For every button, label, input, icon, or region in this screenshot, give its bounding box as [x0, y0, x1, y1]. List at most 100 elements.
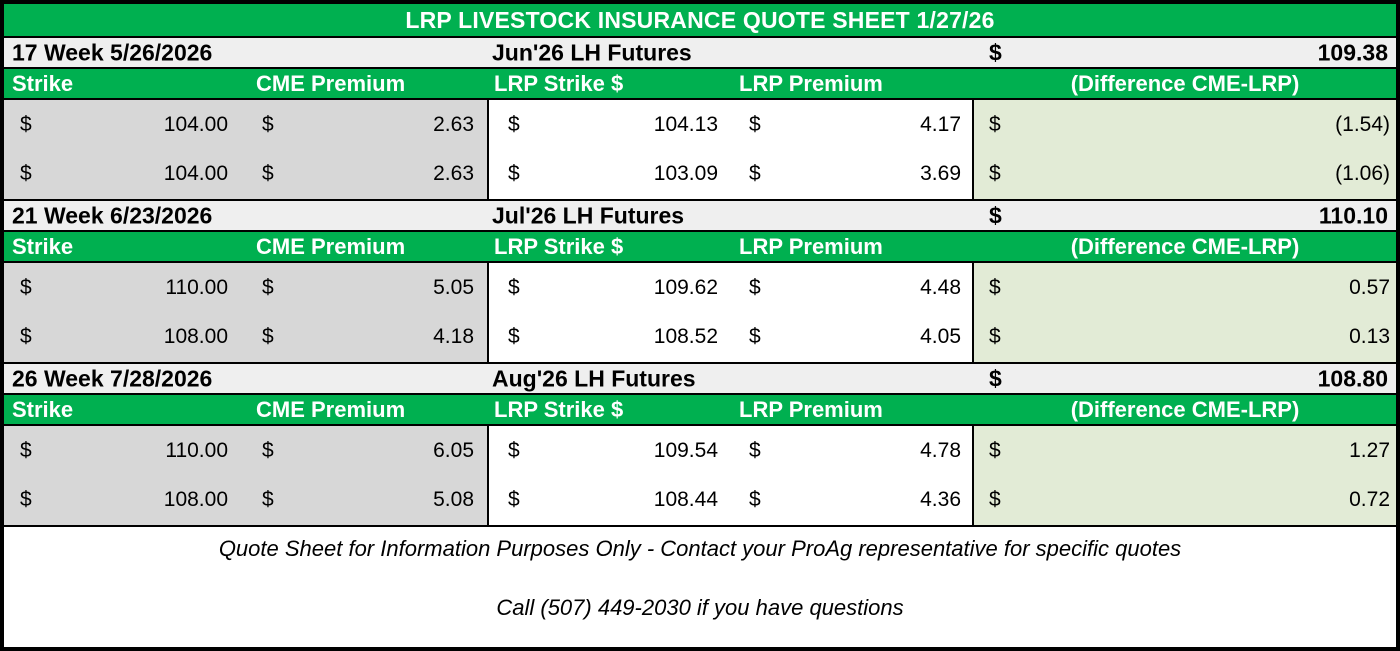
lrp-strike-cell: $104.13: [489, 100, 734, 150]
column-header-strike: Strike: [12, 233, 74, 259]
column-header-difference: (Difference CME-LRP): [1070, 70, 1300, 96]
dollar-sign: $: [20, 275, 32, 299]
dollar-sign: $: [508, 438, 520, 462]
column-header-cme-premium: CME Premium: [256, 70, 406, 96]
strike-value: 108.00: [163, 488, 228, 512]
strike-cell: $110.00: [4, 263, 248, 313]
lrp-strike-cell: $109.54: [489, 426, 734, 476]
lrp-strike-value: 109.54: [653, 438, 718, 462]
difference-block: $0.57 $0.13: [974, 263, 1396, 362]
table-row: $110.00 $6.05: [4, 426, 487, 476]
dollar-sign: $: [989, 438, 1001, 462]
table-row: $1.27: [974, 426, 1396, 476]
dollar-sign: $: [262, 112, 274, 136]
difference-cell: $ (1.54): [974, 100, 1396, 150]
dollar-sign: $: [20, 112, 32, 136]
column-divider: [972, 426, 974, 525]
futures-price: 108.80: [1317, 365, 1388, 391]
dollar-sign: $: [508, 275, 520, 299]
cme-block: $110.00 $5.05 $108.00 $4.18: [4, 263, 487, 362]
cme-premium-cell: $2.63: [248, 150, 487, 200]
column-header-strike: Strike: [12, 396, 74, 422]
week-label: 17 Week 5/26/2026: [12, 39, 213, 65]
dollar-sign: $: [20, 162, 32, 186]
column-header-cme-premium: CME Premium: [256, 396, 406, 422]
cme-premium-cell: $5.08: [248, 476, 487, 526]
difference-block: $ (1.54) $ (1.06): [974, 100, 1396, 199]
cme-premium-value: 2.63: [433, 162, 474, 186]
column-header-cme-premium: CME Premium: [256, 233, 406, 259]
difference-value: 1.27: [1349, 438, 1390, 462]
difference-value: (1.06): [1335, 162, 1390, 186]
difference-block: $1.27 $0.72: [974, 426, 1396, 525]
lrp-premium-cell: $4.48: [734, 263, 972, 313]
lrp-block: $109.54 $4.78 $108.44 $4.36: [489, 426, 972, 525]
data-block-2: $110.00 $5.05 $108.00 $4.18 $109.62 $4.4…: [4, 263, 1396, 364]
footer: Quote Sheet for Information Purposes Onl…: [4, 527, 1396, 647]
difference-cell: $1.27: [974, 426, 1396, 476]
cme-premium-cell: $4.18: [248, 313, 487, 363]
lrp-premium-cell: $4.36: [734, 476, 972, 526]
table-row: $103.09 $3.69: [489, 150, 972, 200]
data-block-1: $104.00 $2.63 $104.00 $2.63 $104.13 $4.1…: [4, 100, 1396, 201]
cme-premium-cell: $2.63: [248, 100, 487, 150]
lrp-strike-cell: $108.44: [489, 476, 734, 526]
column-header-difference: (Difference CME-LRP): [1070, 396, 1300, 422]
difference-cell: $0.13: [974, 313, 1396, 363]
lrp-premium-value: 4.05: [920, 325, 961, 349]
column-divider: [487, 426, 489, 525]
futures-price: 110.10: [1318, 202, 1388, 228]
table-row: $108.44 $4.36: [489, 476, 972, 526]
dollar-sign: $: [749, 162, 761, 186]
lrp-strike-cell: $103.09: [489, 150, 734, 200]
lrp-premium-value: 4.17: [920, 112, 961, 136]
column-header-lrp-premium: LRP Premium: [739, 233, 883, 259]
table-row: $0.13: [974, 313, 1396, 363]
dollar-sign: $: [20, 488, 32, 512]
cme-premium-value: 6.05: [433, 438, 474, 462]
table-row: $104.00 $2.63: [4, 150, 487, 200]
dollar-sign: $: [262, 275, 274, 299]
table-row: $ (1.06): [974, 150, 1396, 200]
strike-value: 104.00: [163, 162, 228, 186]
dollar-sign: $: [508, 488, 520, 512]
dollar-sign: $: [508, 325, 520, 349]
dollar-sign: $: [989, 202, 1002, 228]
lrp-strike-value: 103.09: [653, 162, 718, 186]
strike-cell: $104.00: [4, 150, 248, 200]
cme-premium-cell: $6.05: [248, 426, 487, 476]
column-header-lrp-premium: LRP Premium: [739, 70, 883, 96]
cme-premium-cell: $5.05: [248, 263, 487, 313]
cme-premium-value: 5.05: [433, 275, 474, 299]
week-row-3: 26 Week 7/28/2026 Aug'26 LH Futures $ 10…: [4, 364, 1396, 395]
dollar-sign: $: [989, 488, 1001, 512]
futures-label: Jun'26 LH Futures: [492, 39, 692, 65]
dollar-sign: $: [20, 438, 32, 462]
lrp-strike-cell: $108.52: [489, 313, 734, 363]
table-row: $104.00 $2.63: [4, 100, 487, 150]
cme-premium-value: 5.08: [433, 488, 474, 512]
cme-block: $104.00 $2.63 $104.00 $2.63: [4, 100, 487, 199]
futures-label: Aug'26 LH Futures: [492, 365, 696, 391]
lrp-strike-value: 109.62: [653, 275, 718, 299]
difference-cell: $0.72: [974, 476, 1396, 526]
column-header-lrp-strike: LRP Strike $: [494, 396, 624, 422]
footer-phone-line: Call (507) 449-2030 if you have question…: [496, 595, 904, 620]
column-header-row-3: Strike CME Premium LRP Strike $ LRP Prem…: [4, 395, 1396, 426]
dollar-sign: $: [749, 438, 761, 462]
table-row: $0.72: [974, 476, 1396, 526]
data-block-3: $110.00 $6.05 $108.00 $5.08 $109.54 $4.7…: [4, 426, 1396, 527]
column-header-lrp-premium: LRP Premium: [739, 396, 883, 422]
lrp-premium-value: 4.78: [920, 438, 961, 462]
dollar-sign: $: [989, 39, 1002, 65]
strike-value: 110.00: [165, 438, 228, 462]
cme-premium-value: 2.63: [433, 112, 474, 136]
week-label: 21 Week 6/23/2026: [12, 202, 213, 228]
column-header-lrp-strike: LRP Strike $: [494, 233, 624, 259]
table-row: $0.57: [974, 263, 1396, 313]
dollar-sign: $: [262, 438, 274, 462]
difference-cell: $ (1.06): [974, 150, 1396, 200]
lrp-premium-value: 4.36: [920, 488, 961, 512]
lrp-premium-cell: $4.05: [734, 313, 972, 363]
